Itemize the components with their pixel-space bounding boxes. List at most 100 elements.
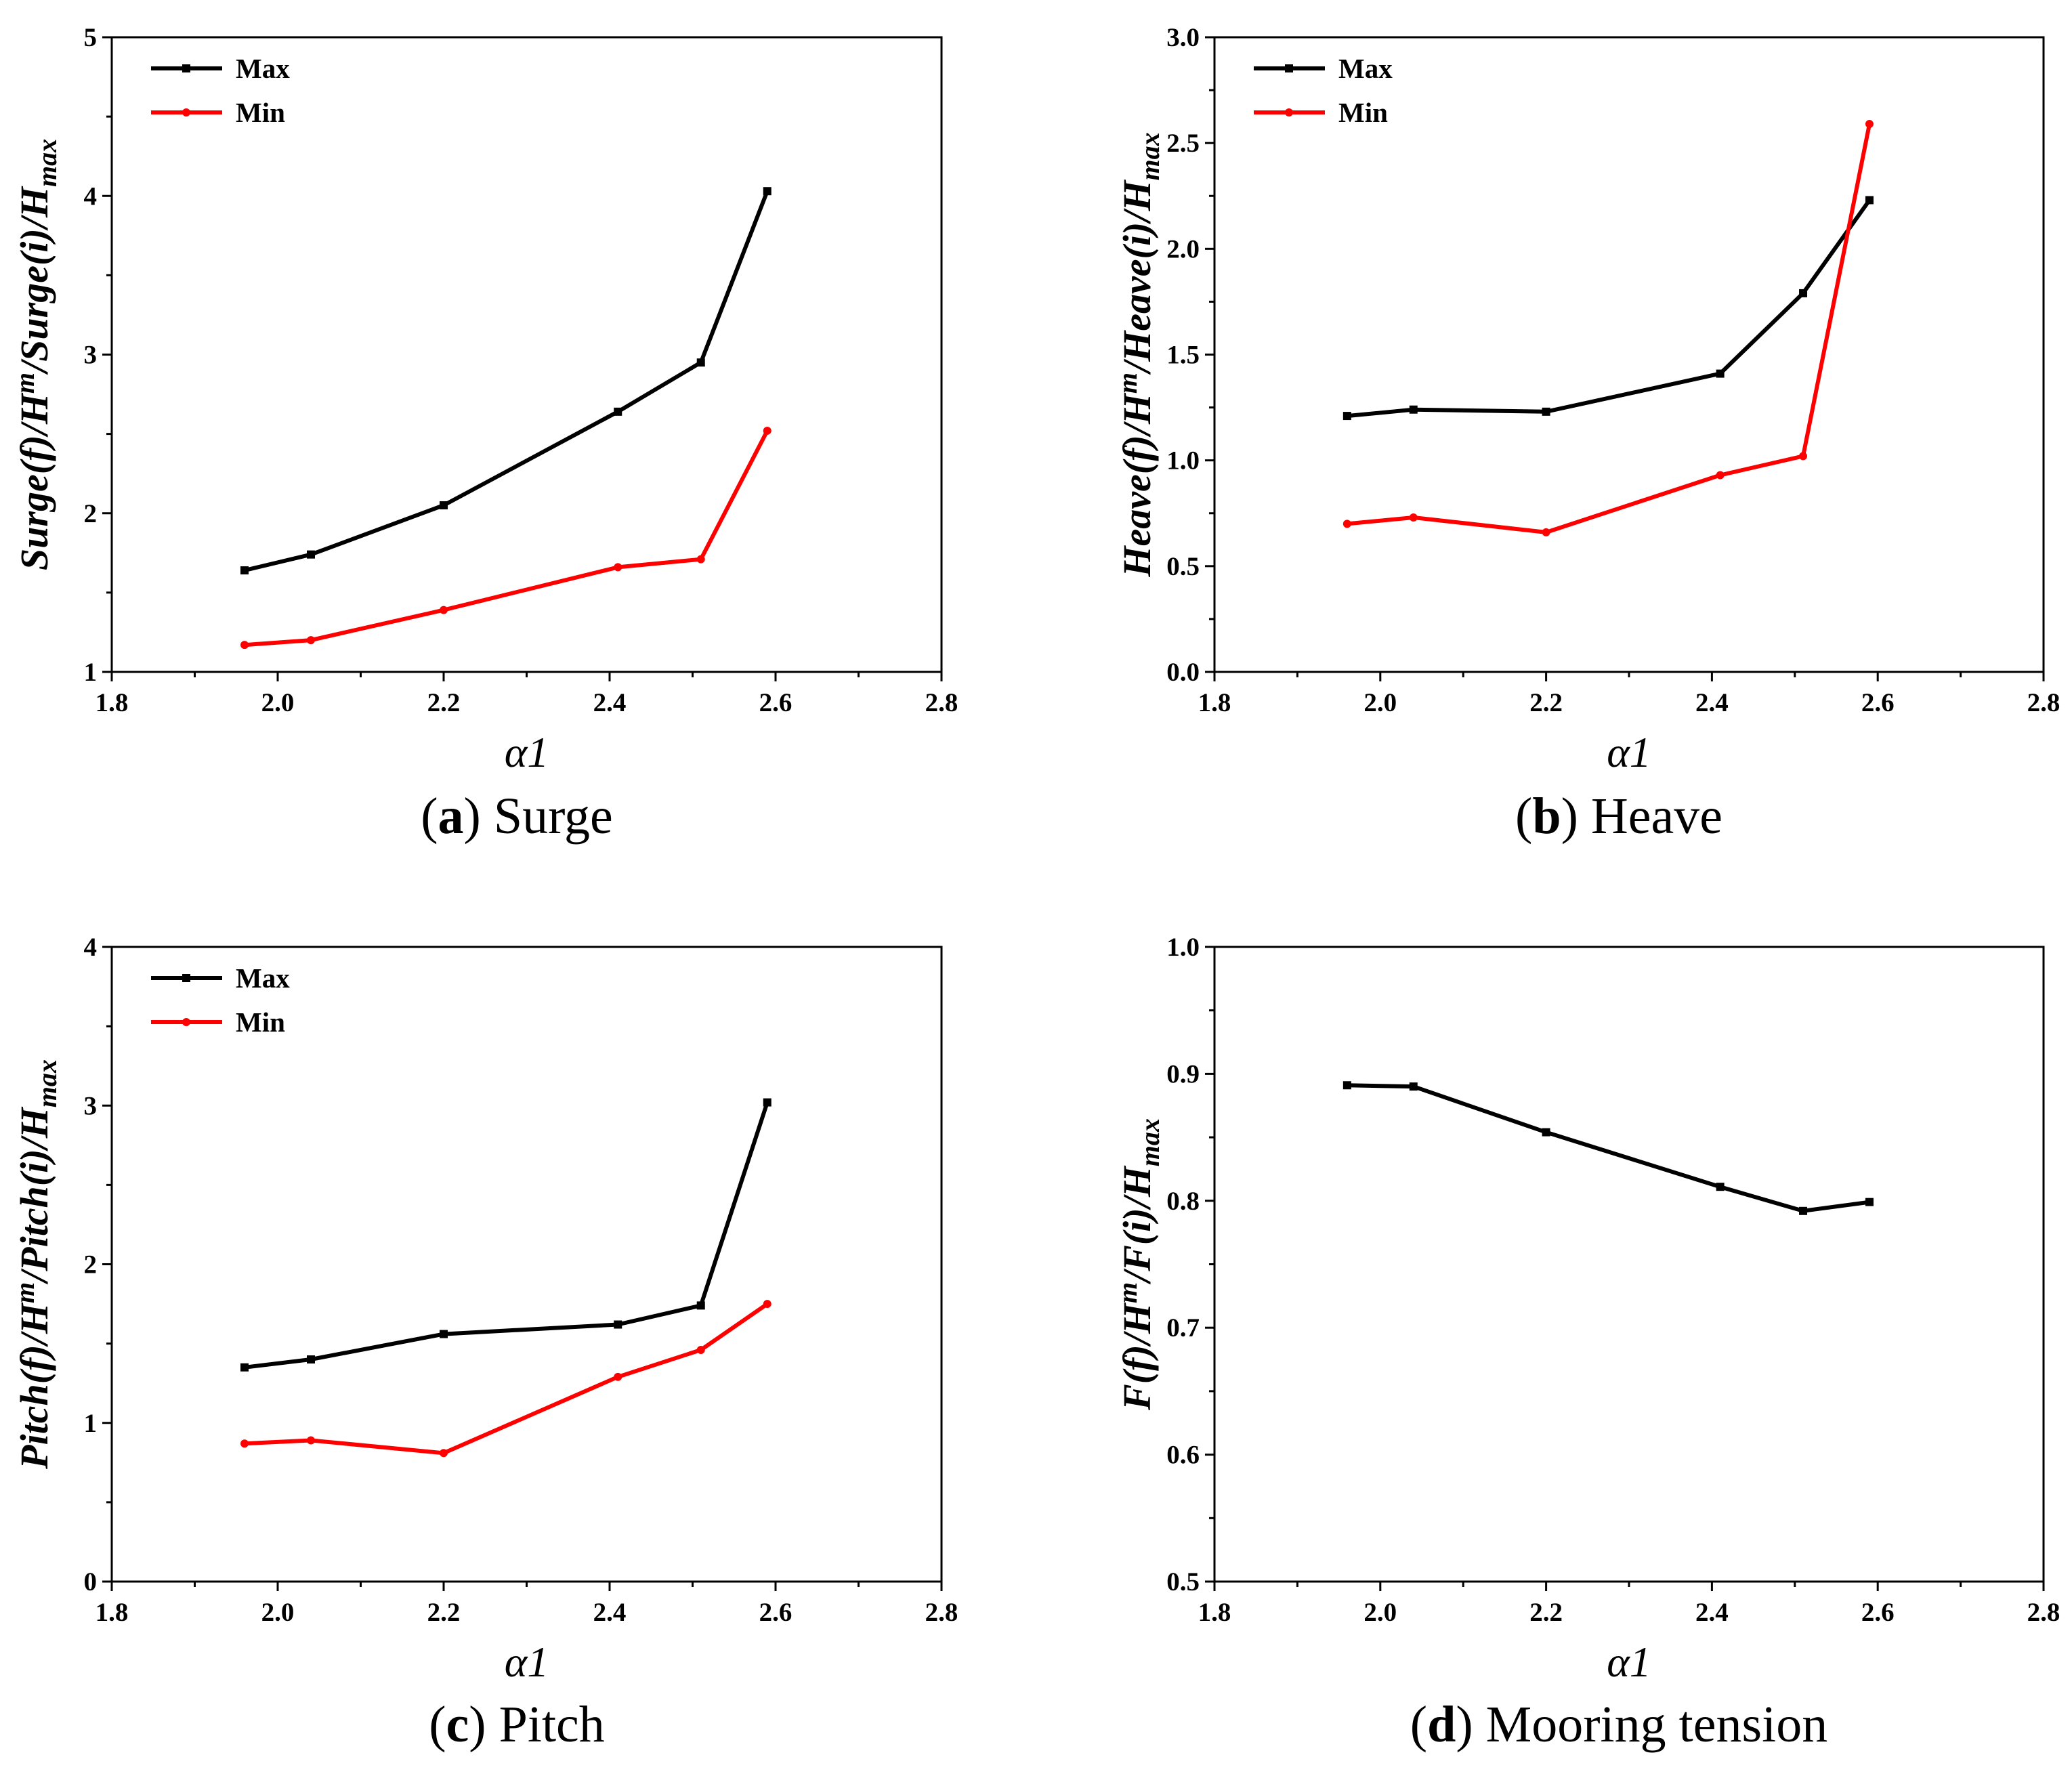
caption-paren-close: ) xyxy=(1561,788,1591,845)
panel-caption: (d) Mooring tension xyxy=(1410,1696,1827,1753)
plot-frame xyxy=(1213,36,2045,673)
y-tick-label: 0.8 xyxy=(1166,1187,1200,1216)
legend-swatch-marker xyxy=(1285,108,1293,117)
y-tick-label: 1.5 xyxy=(1166,341,1200,370)
x-tick-label: 2.8 xyxy=(925,688,958,717)
x-tick-label: 2.0 xyxy=(1363,1598,1397,1627)
legend-label: Max xyxy=(1338,53,1393,84)
y-tick-label: 0.6 xyxy=(1166,1441,1200,1470)
ylabel-part-0-3: max xyxy=(32,139,62,187)
x-tick-label: 1.8 xyxy=(1198,1598,1231,1627)
data-point-circle xyxy=(1542,528,1550,536)
data-point-square xyxy=(1542,407,1550,416)
caption-paren-close: ) xyxy=(469,1696,499,1753)
legend: Max Min xyxy=(1254,53,1393,128)
x-axis-label: α1 xyxy=(505,1638,549,1686)
data-point-square xyxy=(614,407,622,416)
legend-label: Min xyxy=(236,1007,285,1038)
ylabel-part-3-3: max xyxy=(1135,1118,1165,1166)
y-tick-label: 0.9 xyxy=(1166,1059,1200,1088)
caption-letter: d xyxy=(1427,1696,1456,1753)
ylabel-part-3-1: m xyxy=(1112,1282,1143,1303)
chart-panel-d: 1.8 2.0 2.2 2.4 2.6 2.8 0.5 0.6 0.7 0.8 0.9 1.0 α1 F(… xyxy=(1112,933,2060,1686)
data-point-square xyxy=(614,1320,622,1329)
data-point-square xyxy=(763,187,771,196)
plot-frame xyxy=(110,946,943,1583)
ylabel-part-1-2: /Heave(i)/H xyxy=(1115,179,1159,375)
ylabel-part-2-0: Pitch(f)/H xyxy=(12,1302,56,1470)
series-line-max xyxy=(244,190,769,573)
series-line-series xyxy=(1347,1083,1870,1213)
x-axis-label: α1 xyxy=(1607,1638,1651,1686)
legend-swatch-marker xyxy=(1285,64,1293,72)
caption-title: Surge xyxy=(494,788,613,845)
ylabel-part-0-0: Surge(f)/H xyxy=(12,392,56,570)
data-point-circle xyxy=(1799,452,1808,461)
x-tick-label: 2.4 xyxy=(593,688,627,717)
data-point-square xyxy=(1716,1183,1725,1191)
data-point-square xyxy=(440,1330,448,1338)
y-tick-label: 3.0 xyxy=(1166,23,1200,52)
ylabel-part-2-1: m xyxy=(9,1282,40,1303)
ylabel-part-2-2: /Pitch(i)/H xyxy=(12,1106,56,1285)
data-point-square xyxy=(240,1363,249,1372)
x-tick-label: 2.0 xyxy=(261,688,295,717)
legend-label: Min xyxy=(1338,97,1388,128)
caption-paren-close: ) xyxy=(1456,1696,1485,1753)
data-point-square xyxy=(240,566,249,575)
x-axis-label: α1 xyxy=(1607,728,1651,776)
panel-caption: (b) Heave xyxy=(1515,788,1722,845)
chart-panel-a: 1.8 2.0 2.2 2.4 2.6 2.8 1 2 3 4 5 α1 Surge(f)/Hm/Sur… xyxy=(9,23,958,776)
x-tick-label: 2.2 xyxy=(1529,688,1563,717)
caption-title: Mooring tension xyxy=(1486,1696,1828,1753)
data-point-square xyxy=(307,550,315,559)
data-point-circle xyxy=(307,1436,315,1445)
x-tick-label: 2.0 xyxy=(261,1598,295,1627)
ylabel-part-3-0: F(f)/H xyxy=(1115,1302,1159,1411)
y-axis-label: F(f)/Hm/F(i)/Hmax xyxy=(1112,1118,1165,1411)
y-tick-label: 1.0 xyxy=(1166,933,1200,962)
series-line-max xyxy=(244,1101,769,1370)
data-point-circle xyxy=(440,606,448,614)
y-tick-label: 3 xyxy=(84,341,98,370)
x-tick-label: 2.8 xyxy=(2027,1598,2060,1627)
data-point-square xyxy=(1342,412,1351,421)
data-point-circle xyxy=(440,1449,448,1458)
legend-swatch-marker xyxy=(182,108,190,117)
caption-title: Heave xyxy=(1591,788,1722,845)
y-axis-label: Heave(f)/Hm/Heave(i)/Hmax xyxy=(1112,132,1165,577)
ylabel-part-0-1: m xyxy=(9,373,40,394)
data-point-square xyxy=(1865,1198,1874,1206)
caption-title: Pitch xyxy=(499,1696,605,1753)
caption-paren-open: ( xyxy=(421,788,438,845)
series-line-max xyxy=(1347,198,1872,419)
legend-label: Max xyxy=(236,53,290,84)
x-tick-label: 1.8 xyxy=(96,688,129,717)
x-tick-label: 2.2 xyxy=(427,1598,461,1627)
x-tick-label: 2.6 xyxy=(759,1598,792,1627)
data-point-square xyxy=(1542,1128,1550,1137)
panel-caption: (c) Pitch xyxy=(429,1696,605,1753)
y-tick-label: 1.0 xyxy=(1166,446,1200,475)
x-tick-label: 2.0 xyxy=(1363,688,1397,717)
caption-letter: a xyxy=(438,788,464,845)
data-point-circle xyxy=(240,1439,249,1448)
x-tick-label: 2.8 xyxy=(2027,688,2060,717)
ylabel-part-0-2: /Surge(i)/H xyxy=(12,186,56,375)
data-point-square xyxy=(1799,1206,1808,1215)
ylabel-part-1-3: max xyxy=(1135,132,1165,180)
y-tick-label: 2 xyxy=(84,499,98,528)
x-tick-label: 2.6 xyxy=(1861,688,1895,717)
legend-label: Max xyxy=(236,962,290,994)
y-tick-label: 2.0 xyxy=(1166,234,1200,263)
y-axis-label: Surge(f)/Hm/Surge(i)/Hmax xyxy=(9,139,62,570)
caption-letter: b xyxy=(1532,788,1561,845)
data-point-circle xyxy=(1716,471,1725,480)
ylabel-part-3-2: /F(i)/H xyxy=(1115,1165,1159,1285)
x-tick-label: 1.8 xyxy=(1198,688,1231,717)
x-tick-label: 2.8 xyxy=(925,1598,958,1627)
series-line-min xyxy=(1347,123,1872,534)
x-tick-label: 2.4 xyxy=(593,1598,627,1627)
legend: Max Min xyxy=(151,53,290,128)
